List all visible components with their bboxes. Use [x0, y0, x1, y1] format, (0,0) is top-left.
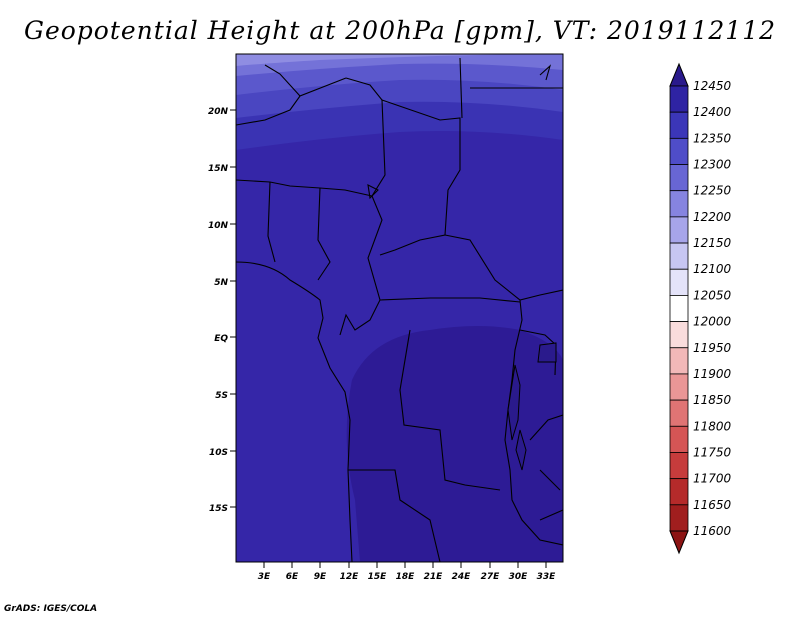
colorbar-label: 12000: [693, 315, 732, 329]
map-panel: [236, 54, 563, 562]
colorbar-swatch: [669, 504, 689, 532]
colorbar-label: 11600: [693, 524, 732, 538]
lon-label: 27E: [481, 572, 501, 582]
colorbar-label: 12300: [693, 158, 732, 172]
colorbar-swatch: [669, 347, 689, 375]
lat-label: 15S: [209, 504, 228, 514]
colorbar-min-arrow: [669, 530, 689, 555]
colorbar-label: 11950: [693, 341, 732, 355]
colorbar-swatch: [669, 452, 689, 480]
map-frame: [235, 53, 564, 563]
colorbar-label: 11650: [693, 498, 732, 512]
colorbar-label: 11900: [693, 367, 732, 381]
colorbar-swatch: [669, 373, 689, 401]
colorbar-label: 11800: [693, 419, 732, 433]
colorbar-label: 11700: [693, 472, 732, 486]
colorbar-label: 12350: [693, 131, 732, 145]
lon-label: 33E: [537, 572, 557, 582]
colorbar-label: 11850: [693, 393, 732, 407]
colorbar-swatch: [669, 164, 689, 192]
colorbar-swatch: [669, 85, 689, 113]
lat-label: EQ: [214, 334, 228, 344]
colorbar-swatch: [669, 478, 689, 506]
lon-label: 18E: [396, 572, 416, 582]
footer-credit: GrADS: IGES/COLA: [4, 604, 98, 614]
colorbar-label: 12450: [693, 79, 732, 93]
colorbar-swatch: [669, 399, 689, 427]
lon-label: 3E: [258, 572, 271, 582]
colorbar-swatch: [669, 295, 689, 322]
colorbar-label: 12400: [693, 105, 732, 119]
lat-label: 5S: [215, 391, 228, 401]
colorbar-label: 12200: [693, 210, 732, 224]
lat-label: 20N: [208, 107, 229, 117]
lat-axis: 20N 15N 10N 5N EQ 5S 10S 15S: [208, 107, 236, 514]
colorbar-max-arrow: [669, 62, 689, 87]
lon-axis: 3E 6E 9E 12E 15E 18E 21E 24E 27E 30E 33E: [258, 562, 556, 582]
lon-label: 9E: [314, 572, 327, 582]
lon-label: 15E: [368, 572, 388, 582]
lon-label: 12E: [340, 572, 360, 582]
colorbar-label: 12100: [693, 262, 732, 276]
colorbar-swatch: [669, 216, 689, 244]
colorbar-label: 12050: [693, 288, 732, 302]
colorbar-label: 12250: [693, 184, 732, 198]
lat-label: 10N: [208, 221, 229, 231]
colorbar-swatch: [669, 425, 689, 453]
height-band-12150: [236, 54, 520, 66]
colorbar-swatch: [669, 242, 689, 270]
lon-label: 30E: [509, 572, 529, 582]
colorbar-swatch: [669, 321, 689, 349]
colorbar-swatch: [669, 111, 689, 139]
lon-label: 24E: [452, 572, 472, 582]
lat-label: 5N: [214, 278, 228, 288]
lon-label: 21E: [424, 572, 444, 582]
country-borders: [236, 57, 563, 562]
height-band-12400: [346, 326, 563, 562]
colorbar-swatch: [669, 190, 689, 218]
lat-label: 10S: [209, 448, 228, 458]
lon-label: 6E: [286, 572, 299, 582]
lat-label: 15N: [208, 164, 229, 174]
colorbar: 12450 12400 12350 12300 12250 12200 12150 12100…: [669, 62, 732, 555]
lakes: [507, 342, 557, 471]
colorbar-swatch: [669, 137, 689, 165]
colorbar-swatch: [669, 268, 689, 296]
colorbar-label: 12150: [693, 236, 732, 250]
colorbar-label: 11750: [693, 445, 732, 459]
map-title: Geopotential Height at 200hPa [gpm], VT:…: [23, 16, 777, 45]
